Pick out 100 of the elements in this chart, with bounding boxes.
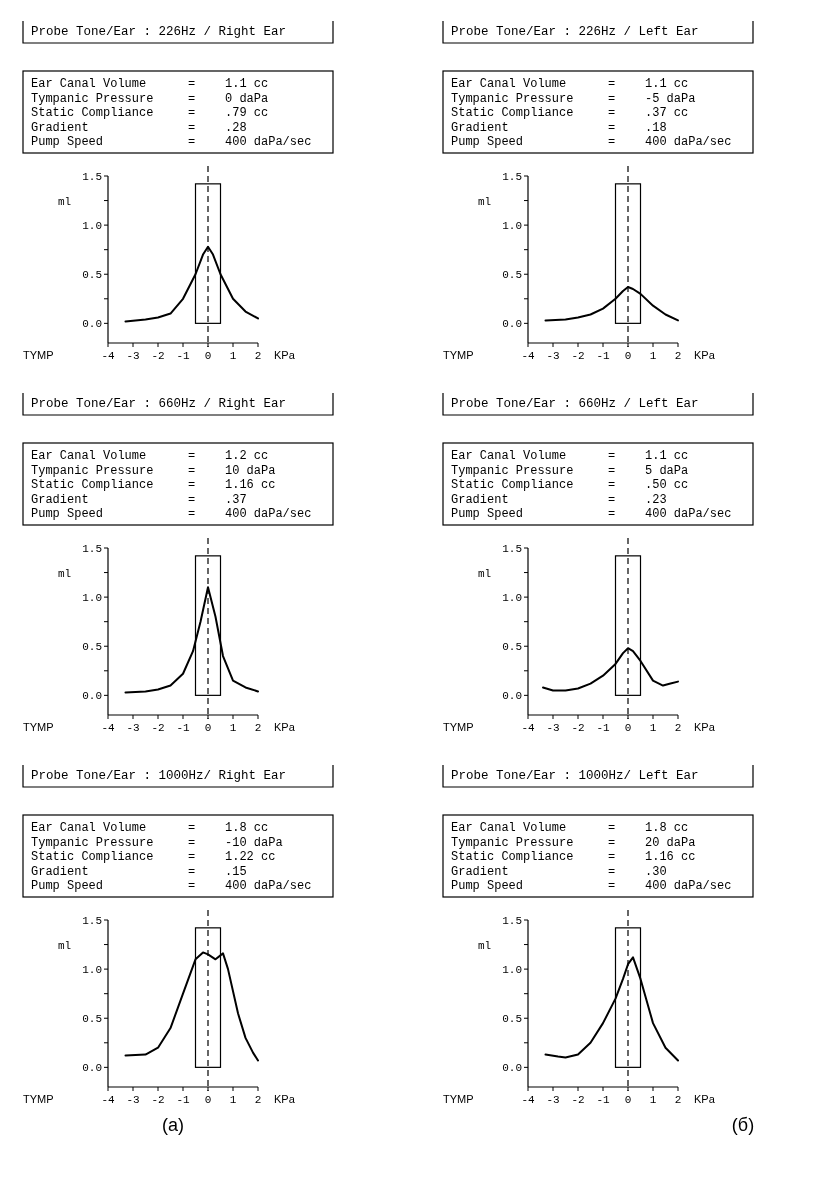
y-axis-title: ml — [478, 195, 492, 208]
y-tick-label: 1.5 — [82, 543, 102, 555]
text: Tympanic Pressure = -5 daPa — [451, 91, 696, 106]
text: Gradient = .23 — [451, 492, 667, 507]
text: Pump Speed = 400 daPa/sec — [31, 507, 312, 521]
text: Ear Canal Volume = 1.8 cc — [451, 821, 689, 835]
text: Static Compliance = .50 cc — [451, 478, 689, 492]
text: Ear Canal Volume = 1.8 cc — [31, 821, 269, 835]
chart-title: Probe Tone/Ear : 1000Hz/ Left Ear — [451, 769, 699, 783]
text: Static Compliance = 1.16 cc — [31, 478, 276, 492]
x-tick-label: -3 — [546, 722, 560, 734]
text: TYMP — [443, 721, 474, 733]
y-axis-title: ml — [58, 567, 72, 580]
x-tick-label: 2 — [254, 1094, 262, 1106]
text: Pump Speed = 400 daPa/sec — [451, 507, 732, 521]
chart-title: Probe Tone/Ear : 660Hz / Left Ear — [451, 397, 699, 411]
x-tick-label: -2 — [571, 722, 585, 734]
text: (a) — [162, 1115, 184, 1135]
text: TYMP — [23, 1093, 54, 1105]
y-axis-title: ml — [58, 939, 72, 952]
y-tick-label: 1.5 — [82, 915, 102, 927]
text: Tympanic Pressure = 20 daPa — [451, 835, 696, 850]
chart-title: Probe Tone/Ear : 226Hz / Right Ear — [31, 25, 287, 39]
x-axis-title: KPa — [274, 721, 296, 733]
text: Static Compliance = 1.22 cc — [31, 850, 276, 864]
text: Tympanic Pressure = -10 daPa — [31, 835, 283, 850]
y-tick-label: 0.0 — [502, 1062, 522, 1075]
x-tick-label: 2 — [254, 722, 262, 734]
text: Pump Speed = 400 daPa/sec — [31, 879, 312, 893]
y-tick-label: 0.0 — [82, 690, 102, 703]
x-tick-label: 1 — [229, 722, 237, 734]
y-tick-label: 0.5 — [502, 1013, 522, 1026]
text: Tympanic Pressure = 10 daPa — [31, 463, 276, 478]
x-tick-label: 1 — [649, 1094, 657, 1106]
text: Pump Speed = 400 daPa/sec — [451, 879, 732, 893]
x-tick-label: 2 — [674, 350, 682, 362]
y-axis-title: ml — [478, 567, 492, 580]
x-tick-label: -3 — [546, 1094, 560, 1106]
y-tick-label: 0.0 — [82, 318, 102, 331]
x-tick-label: 0 — [204, 722, 212, 734]
x-axis-title: KPa — [694, 721, 716, 733]
x-tick-label: -1 — [176, 722, 190, 734]
text: Gradient = .18 — [451, 120, 667, 135]
x-axis-title: KPa — [274, 1093, 296, 1105]
x-tick-label: 1 — [229, 350, 237, 362]
x-tick-label: -4 — [521, 1094, 535, 1106]
text: Gradient = .28 — [31, 120, 247, 135]
x-tick-label: 1 — [649, 722, 657, 734]
text: Gradient = .30 — [451, 864, 667, 879]
y-tick-label: 0.0 — [82, 1062, 102, 1075]
x-tick-label: -2 — [151, 1094, 165, 1106]
x-tick-label: -1 — [176, 350, 190, 362]
y-tick-label: 0.0 — [502, 318, 522, 331]
x-tick-label: -3 — [126, 722, 140, 734]
text: Tympanic Pressure = 0 daPa — [31, 91, 269, 106]
x-tick-label: -2 — [571, 350, 585, 362]
text: Gradient = .15 — [31, 864, 247, 879]
y-tick-label: 1.5 — [502, 915, 522, 927]
x-tick-label: 2 — [674, 1094, 682, 1106]
x-tick-label: 0 — [624, 1094, 632, 1106]
text: TYMP — [443, 1093, 474, 1105]
x-tick-label: 0 — [204, 1094, 212, 1106]
y-tick-label: 1.5 — [502, 171, 522, 183]
x-axis-title: KPa — [694, 1093, 716, 1105]
y-tick-label: 1.5 — [82, 171, 102, 183]
text: TYMP — [23, 349, 54, 361]
y-tick-label: 1.5 — [502, 543, 522, 555]
text: Ear Canal Volume = 1.2 cc — [31, 449, 269, 463]
x-tick-label: 2 — [674, 722, 682, 734]
text: Static Compliance = .79 cc — [31, 106, 269, 120]
x-tick-label: -4 — [521, 722, 535, 734]
x-tick-label: 0 — [624, 722, 632, 734]
y-tick-label: 1.0 — [82, 964, 102, 977]
text: (б) — [731, 1115, 755, 1135]
x-tick-label: 0 — [204, 350, 212, 362]
y-tick-label: 1.0 — [82, 220, 102, 233]
y-tick-label: 0.5 — [502, 641, 522, 654]
x-tick-label: 2 — [254, 350, 262, 362]
y-tick-label: 1.0 — [502, 964, 522, 977]
x-tick-label: -1 — [596, 350, 610, 362]
y-tick-label: 0.5 — [82, 641, 102, 654]
y-axis-title: ml — [58, 195, 72, 208]
x-tick-label: -2 — [571, 1094, 585, 1106]
text: Gradient = .37 — [31, 492, 247, 507]
y-tick-label: 0.5 — [502, 269, 522, 282]
text: Ear Canal Volume = 1.1 cc — [31, 77, 269, 91]
x-tick-label: 1 — [229, 1094, 237, 1106]
x-tick-label: -4 — [101, 350, 115, 362]
text: Pump Speed = 400 daPa/sec — [451, 135, 732, 149]
chart-title: Probe Tone/Ear : 660Hz / Right Ear — [31, 397, 287, 411]
text: Ear Canal Volume = 1.1 cc — [451, 449, 689, 463]
y-tick-label: 1.0 — [502, 592, 522, 605]
x-tick-label: -1 — [176, 1094, 190, 1106]
text: Pump Speed = 400 daPa/sec — [31, 135, 312, 149]
y-tick-label: 0.5 — [82, 269, 102, 282]
x-tick-label: -4 — [521, 350, 535, 362]
x-axis-title: KPa — [274, 349, 296, 361]
x-tick-label: 0 — [624, 350, 632, 362]
chart-title: Probe Tone/Ear : 226Hz / Left Ear — [451, 25, 699, 39]
x-tick-label: -3 — [126, 350, 140, 362]
